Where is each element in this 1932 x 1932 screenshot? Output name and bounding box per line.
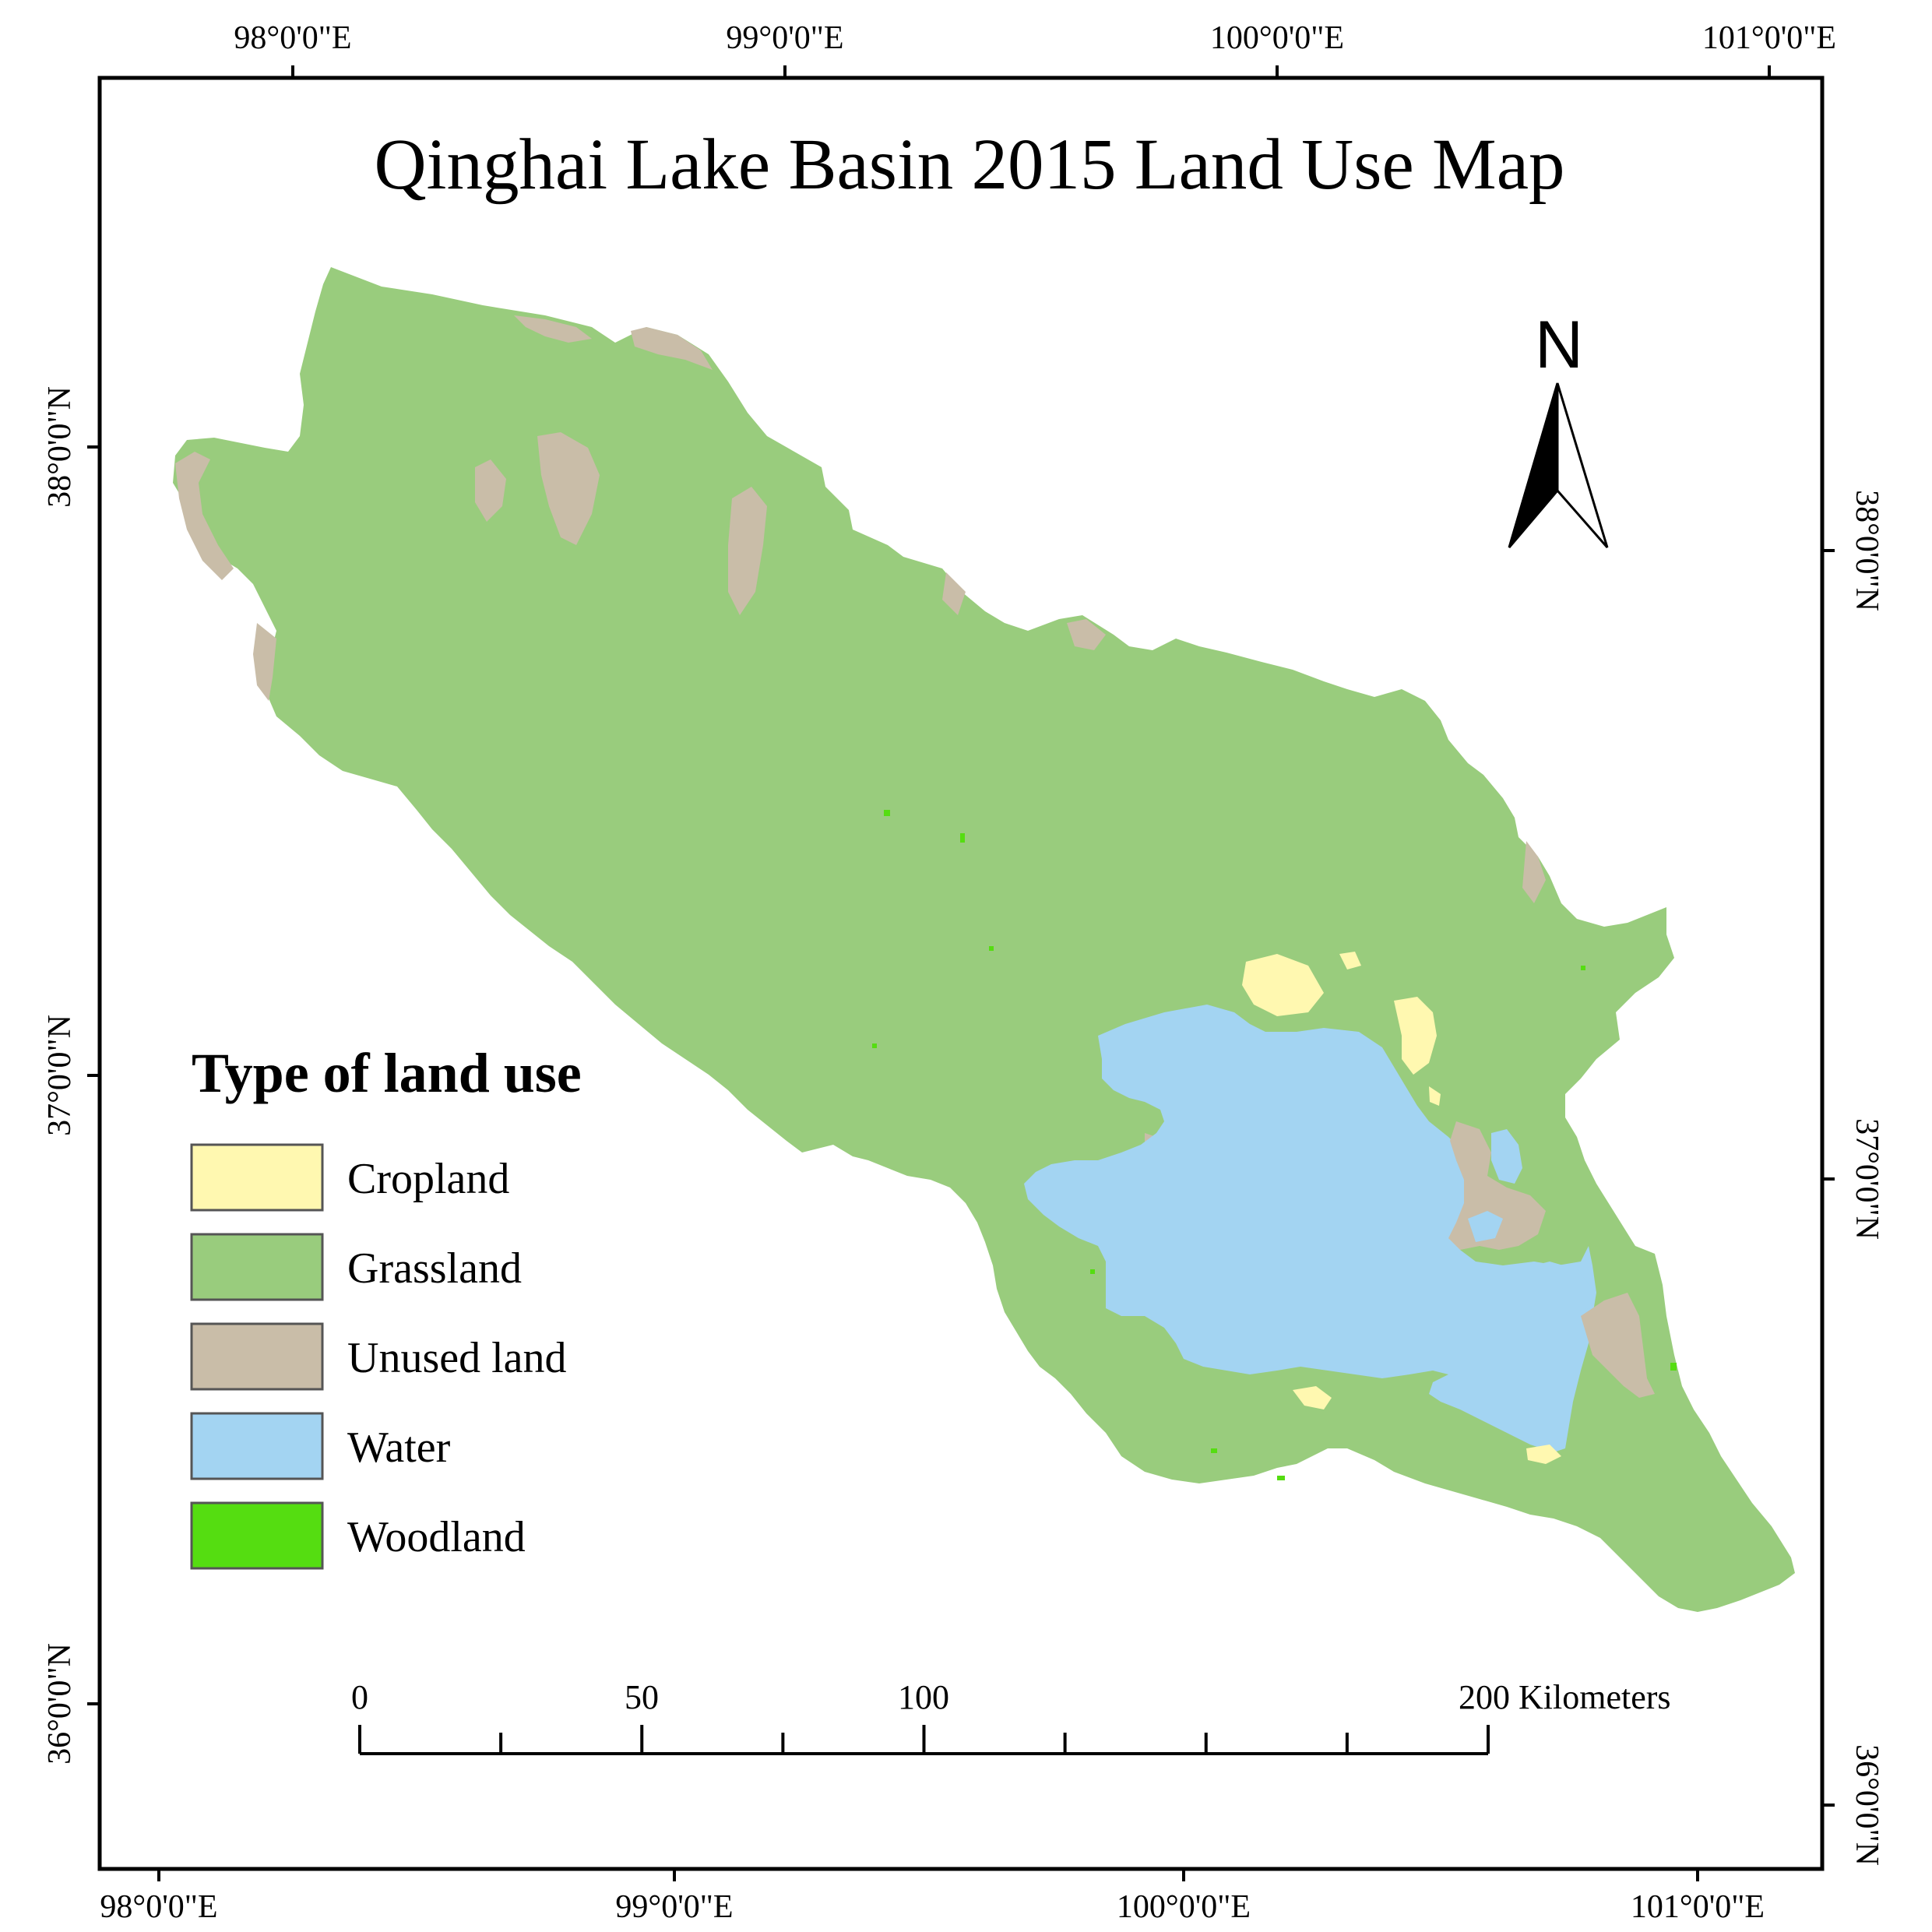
top-lon-label-101: 101°0'0"E: [1702, 20, 1836, 56]
scale-label-50: 50: [625, 1678, 659, 1716]
right-lat-label-36: 36°0'0"N: [1849, 1744, 1884, 1866]
top-lon-label-99: 99°0'0"E: [726, 20, 843, 56]
cropland-patches: [1242, 952, 1561, 1464]
legend-title: Type of land use: [192, 1042, 582, 1104]
bottom-lon-label-100: 100°0'0"E: [1117, 1889, 1251, 1925]
scale-label-0: 0: [351, 1678, 368, 1716]
bottom-lon-label-99: 99°0'0"E: [615, 1889, 733, 1925]
qinghai-lake: [1024, 1005, 1596, 1452]
left-lat-label-36: 36°0'0"N: [42, 1643, 78, 1765]
legend: Cropland Grassland Unused land Water Woodlan…: [190, 1143, 567, 1570]
legend-label-water: Water: [347, 1423, 451, 1472]
right-lat-label-38: 38°0'0"N: [1849, 490, 1884, 611]
bottom-lon-label-101: 101°0'0"E: [1631, 1889, 1765, 1925]
lagoon-middle: [1468, 1211, 1503, 1242]
right-lat-label-37: 37°0'0"N: [1849, 1118, 1884, 1240]
scale-bar: [358, 1725, 1490, 1755]
north-arrow-icon: [1508, 382, 1609, 548]
bottom-lon-label-98: 98°0'0"E: [100, 1889, 217, 1925]
left-lat-label-38: 38°0'0"N: [42, 386, 78, 508]
legend-label-woodland: Woodland: [347, 1513, 526, 1561]
scale-label-100: 100: [898, 1678, 949, 1716]
top-lon-label-98: 98°0'0"E: [234, 20, 351, 56]
legend-label-unused-land: Unused land: [347, 1334, 567, 1382]
map-title: Qinghai Lake Basin 2015 Land Use Map: [374, 125, 1564, 205]
top-lon-label-100: 100°0'0"E: [1210, 20, 1344, 56]
lagoon-south: [1519, 1262, 1592, 1314]
legend-label-cropland: Cropland: [347, 1155, 509, 1203]
north-arrow-label: N: [1535, 308, 1583, 382]
left-lat-label-37: 37°0'0"N: [42, 1015, 78, 1136]
unused-land-southeast: [1581, 1293, 1655, 1398]
woodland-patches: [872, 810, 1677, 1480]
legend-swatch-unused-land: [190, 1322, 324, 1391]
lagoon-north: [1491, 1129, 1522, 1184]
unused-land-patches: [175, 315, 1546, 1160]
scale-label-200-km: 200 Kilometers: [1459, 1678, 1671, 1716]
legend-swatch-cropland: [190, 1143, 324, 1212]
legend-swatch-water: [190, 1412, 324, 1480]
graticule-ticks: [87, 65, 1835, 1881]
legend-swatch-grassland: [190, 1233, 324, 1301]
legend-swatch-woodland: [190, 1501, 324, 1570]
legend-label-grassland: Grassland: [347, 1244, 522, 1293]
